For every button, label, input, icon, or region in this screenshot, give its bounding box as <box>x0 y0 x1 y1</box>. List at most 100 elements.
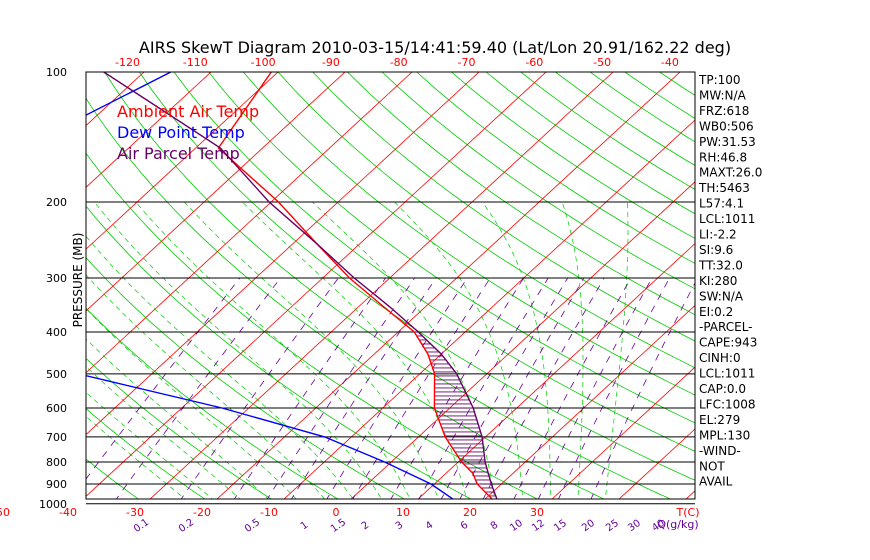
isotherm-line <box>484 304 695 499</box>
moist-adiabat-line <box>86 416 186 499</box>
y-axis-label: PRESSURE (MB) <box>71 233 85 328</box>
bottom-tick-label: 10 <box>396 506 410 519</box>
mixing-ratio-line <box>459 277 585 499</box>
cape-shading <box>414 331 496 497</box>
moist-adiabat-line <box>86 308 297 499</box>
mixing-ratio-label: 6 <box>459 520 471 533</box>
stat-line: MAXT:26.0 <box>699 166 762 180</box>
mixing-ratio-label: 4 <box>424 520 436 533</box>
legend-entry: Ambient Air Temp <box>117 102 259 121</box>
dry-adiabat-line <box>86 408 206 499</box>
stat-line: CAP:0.0 <box>699 382 746 396</box>
mixing-ratio-label: 1.5 <box>329 517 348 535</box>
y-tick-label: 700 <box>46 431 67 444</box>
top-tick-label: -70 <box>458 56 476 69</box>
dry-adiabat-line <box>416 72 695 264</box>
dry-adiabat-line <box>86 458 139 499</box>
dry-adiabat-line <box>242 72 695 396</box>
mixing-ratio-label: 25 <box>604 518 621 534</box>
bottom-tick-label: 30 <box>530 506 544 519</box>
mixing-ratio-label: 2 <box>360 520 372 533</box>
legend: Ambient Air Temp Dew Point Temp Air Parcel… <box>117 102 259 163</box>
top-tick-label: -120 <box>115 56 140 69</box>
bottom-tick-label: -50 <box>0 506 10 519</box>
y-tick-label: 500 <box>46 368 67 381</box>
stat-line: MW:N/A <box>699 88 747 102</box>
isotherm-line <box>86 72 346 312</box>
dry-adiabat-line <box>86 97 605 499</box>
mixing-ratio-label: 10 <box>508 518 525 534</box>
stat-line: KI:280 <box>699 274 737 288</box>
stat-line: CAPE:943 <box>699 336 757 350</box>
isotherm-grid <box>0 0 695 513</box>
y-tick-label: 200 <box>46 196 67 209</box>
moist-adiabat-line <box>184 201 439 499</box>
isotherm-line <box>0 0 47 513</box>
moist-adiabat-line <box>86 274 326 499</box>
top-tick-label: -80 <box>390 56 408 69</box>
y-tick-label: 100 <box>46 66 67 79</box>
stat-line: SW:N/A <box>699 289 744 303</box>
mixing-ratio-line <box>352 277 491 499</box>
stat-line: L57:4.1 <box>699 197 744 211</box>
dry-adiabat-line <box>312 72 695 342</box>
bottom-tick-label: -40 <box>59 506 77 519</box>
dry-adiabat-line <box>450 72 695 239</box>
dry-adiabat-line <box>86 257 406 499</box>
stat-line: SI:9.6 <box>699 243 733 257</box>
isotherm-line <box>216 72 681 499</box>
stat-line: LCL:1011 <box>699 367 755 381</box>
stat-line: NOT <box>699 459 725 473</box>
stat-line: CINH:0 <box>699 351 741 365</box>
mixing-ratio-line <box>233 277 386 499</box>
mixing-ratio-label: 30 <box>626 518 643 534</box>
series-line-air-parcel-temp <box>103 72 498 499</box>
mixing-ratio-line <box>290 277 437 499</box>
mixing-ratio-line <box>326 277 468 499</box>
moist-adiabat-line <box>94 201 382 499</box>
top-tick-label: -110 <box>183 56 208 69</box>
top-tick-label: -60 <box>525 56 543 69</box>
y-tick-label: 300 <box>46 272 67 285</box>
stat-line: PW:31.53 <box>699 135 756 149</box>
y-tick-label: 1000 <box>39 498 67 511</box>
stat-line: LCL:1011 <box>699 212 755 226</box>
stat-line: AVAIL <box>699 475 733 489</box>
stat-line: TT:32.0 <box>698 258 743 272</box>
mixing-ratio-line <box>590 282 695 499</box>
isotherm-line <box>86 72 413 374</box>
moist-adiabat-line <box>135 201 411 499</box>
moist-adiabat-line <box>561 201 584 499</box>
moist-adiabat-line <box>86 366 241 499</box>
mixing-ratio-label: 15 <box>552 518 569 534</box>
bottom-temp-axis: -50 -40 -30 -20 -10 0 10 20 30 T(C) <box>0 506 699 519</box>
stat-line: RH:46.8 <box>699 150 747 164</box>
dry-adiabat-line <box>86 152 539 499</box>
mixing-ratio-unit: Q(g/kg) <box>657 518 698 531</box>
stat-line: -PARCEL- <box>699 320 753 334</box>
bottom-tick-label: 0 <box>333 506 340 519</box>
mixing-ratio-line <box>558 277 670 499</box>
chart-title: AIRS SkewT Diagram 2010-03-15/14:41:59.4… <box>139 38 731 57</box>
stat-line: FRZ:618 <box>699 104 749 118</box>
stat-line: -WIND- <box>699 444 741 458</box>
dry-adiabat-line <box>104 72 672 499</box>
legend-entry: Dew Point Temp <box>117 123 245 142</box>
dry-adiabat-line <box>208 72 695 424</box>
mixing-ratio-label: 0.5 <box>243 517 262 535</box>
mixing-ratio-label: 20 <box>580 518 597 534</box>
stat-line: TP:100 <box>698 73 741 87</box>
isotherm-line <box>86 72 145 127</box>
moist-adiabat-line <box>86 391 214 499</box>
top-temp-axis: -120 -110 -100 -90 -80 -70 -60 -50 -40 <box>115 56 679 69</box>
bottom-tick-label: 20 <box>463 506 477 519</box>
mixing-ratio-label: 0.1 <box>132 517 151 535</box>
isotherm-line <box>0 0 181 513</box>
mixing-ratio-label: 0.2 <box>177 517 196 535</box>
series-line-dew-point-temp <box>86 72 455 499</box>
mixing-ratio-label: 1 <box>299 520 311 533</box>
isotherm-line <box>350 181 695 499</box>
moist-adiabat-line <box>312 201 496 499</box>
bottom-tick-label: -10 <box>260 506 278 519</box>
